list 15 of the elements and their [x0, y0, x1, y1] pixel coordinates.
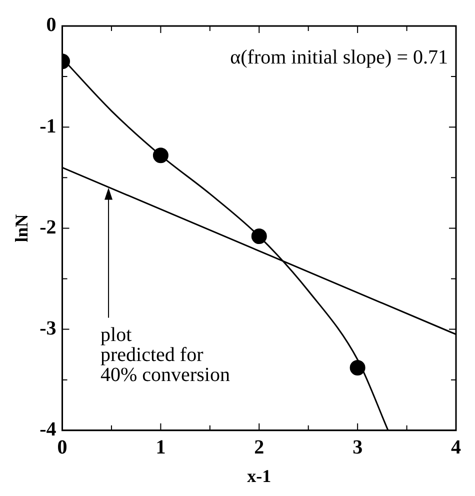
- x-tick-label: 2: [254, 436, 264, 459]
- y-tick-label: -1: [40, 115, 56, 138]
- annotation: plot predicted for 40% conversion: [100, 324, 230, 386]
- y-tick-label: -2: [40, 216, 56, 238]
- point: [350, 360, 366, 376]
- annotation: α(from initial slope) = 0.71: [230, 46, 448, 68]
- y-tick-label: -3: [40, 317, 56, 340]
- x-tick-label: 3: [352, 436, 363, 459]
- y-tick-label: -4: [40, 418, 56, 441]
- y-axis-title: lnN: [11, 214, 32, 242]
- y-tick-label: 0: [46, 14, 56, 36]
- x-axis-title: x-1: [247, 466, 272, 486]
- point: [251, 228, 267, 244]
- x-tick-label: 1: [156, 436, 166, 459]
- x-tick-label: 4: [451, 436, 461, 459]
